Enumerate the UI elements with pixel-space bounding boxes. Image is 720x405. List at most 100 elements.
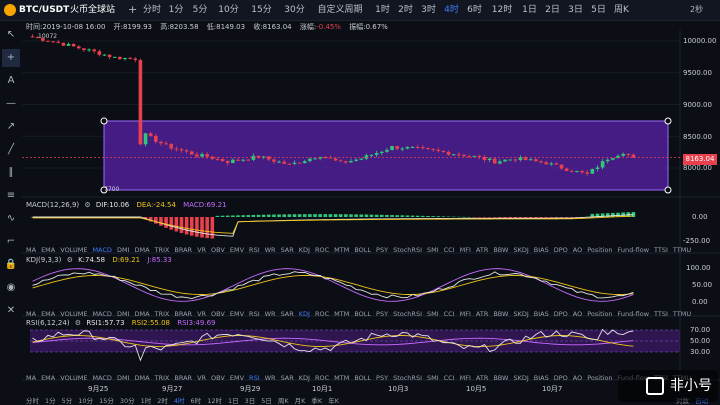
indicator-tab-roc[interactable]: ROC: [314, 246, 330, 254]
horizontal-line-icon[interactable]: —: [6, 98, 16, 109]
bottom-timeframe-9[interactable]: 6时: [190, 397, 202, 405]
indicator-tab-dmi[interactable]: DMI: [116, 374, 130, 382]
indicator-tab-bias[interactable]: BIAS: [533, 246, 549, 254]
ruler-icon[interactable]: ⌐: [6, 236, 16, 247]
indicator-tab-sar[interactable]: SAR: [280, 310, 294, 318]
right-label[interactable]: 2秒: [690, 5, 704, 14]
indicator-tab-dma[interactable]: DMA: [134, 374, 150, 382]
indicator-tab-ema[interactable]: EMA: [41, 310, 56, 318]
indicator-tab-macd[interactable]: MACD: [92, 310, 112, 318]
indicator-tab-psy[interactable]: PSY: [376, 310, 389, 318]
indicator-tab-dma[interactable]: DMA: [134, 246, 150, 254]
indicator-tab-ttsi[interactable]: TTSI: [654, 246, 668, 254]
indicator-tab-volume[interactable]: VOLUME: [60, 374, 88, 382]
symbol-label[interactable]: BTC/USDT: [19, 5, 70, 15]
indicator-tab-bbw[interactable]: BBW: [493, 246, 509, 254]
bottom-timeframe-17[interactable]: 年K: [328, 397, 339, 405]
indicator-tab-brar[interactable]: BRAR: [174, 310, 193, 318]
macd-settings-icon[interactable]: ⚙: [84, 201, 91, 209]
indicator-tab-smi[interactable]: SMI: [426, 374, 439, 382]
indicator-tab-dpo[interactable]: DPO: [553, 310, 568, 318]
bottom-timeframe-13[interactable]: 5日: [261, 397, 272, 405]
bottom-timeframe-2[interactable]: 5分: [61, 397, 73, 405]
bottom-timeframe-0[interactable]: 分时: [26, 397, 39, 405]
crosshair-icon[interactable]: +: [2, 49, 20, 67]
bottom-timeframe-4[interactable]: 15分: [99, 397, 114, 405]
indicator-tab-ma[interactable]: MA: [26, 374, 37, 382]
bottom-timeframe-8[interactable]: 4时: [173, 397, 185, 405]
indicator-tab-dmi[interactable]: DMI: [116, 246, 130, 254]
indicator-tab-obv[interactable]: OBV: [211, 374, 225, 382]
indicator-tab-skdj[interactable]: SKDJ: [513, 310, 529, 318]
indicator-tab-obv[interactable]: OBV: [211, 310, 225, 318]
indicator-tab-ma[interactable]: MA: [26, 246, 37, 254]
indicator-tab-skdj[interactable]: SKDJ: [513, 246, 529, 254]
indicator-tab-roc[interactable]: ROC: [314, 374, 330, 382]
indicator-tab-trix[interactable]: TRIX: [154, 374, 170, 382]
indicator-tab-brar[interactable]: BRAR: [174, 374, 193, 382]
indicator-tab-dma[interactable]: DMA: [134, 310, 150, 318]
indicator-tab-cci[interactable]: CCI: [443, 246, 455, 254]
indicator-tab-wr[interactable]: WR: [264, 374, 276, 382]
add-icon[interactable]: +: [128, 3, 138, 16]
indicator-tab-ma[interactable]: MA: [26, 310, 37, 318]
indicator-tab-rsi[interactable]: RSI: [249, 246, 260, 254]
indicator-tab-dmi[interactable]: DMI: [116, 310, 130, 318]
indicator-tab-volume[interactable]: VOLUME: [60, 246, 88, 254]
bottom-timeframe-7[interactable]: 2时: [157, 397, 168, 405]
indicator-tab-atr[interactable]: ATR: [475, 374, 489, 382]
indicator-tab-mfi[interactable]: MFI: [459, 310, 471, 318]
timeframe-1[interactable]: 1分: [168, 5, 184, 15]
trash-icon[interactable]: ✕: [6, 305, 16, 316]
timeframe-8[interactable]: 3时: [421, 5, 436, 15]
parallel-icon[interactable]: ∥: [8, 167, 14, 178]
indicator-tab-dpo[interactable]: DPO: [553, 374, 568, 382]
lock-icon[interactable]: 🔒: [4, 259, 18, 270]
timeframe-16[interactable]: 周K: [614, 5, 629, 15]
timeframe-12[interactable]: 1日: [522, 5, 537, 15]
indicator-tab-ttsi[interactable]: TTSI: [654, 310, 668, 318]
rsi-settings-icon[interactable]: ⚙: [74, 319, 82, 327]
timeframe-10[interactable]: 6时: [467, 5, 482, 15]
indicator-tab-rsi[interactable]: RSI: [249, 374, 260, 382]
indicator-tab-bbw[interactable]: BBW: [493, 310, 509, 318]
indicator-tab-mtm[interactable]: MTM: [334, 310, 350, 318]
indicator-tab-smi[interactable]: SMI: [426, 246, 439, 254]
bottom-timeframe-11[interactable]: 1日: [227, 397, 239, 405]
indicator-tab-dpo[interactable]: DPO: [553, 246, 568, 254]
timeframe-11[interactable]: 12时: [491, 5, 513, 15]
bottom-timeframe-15[interactable]: 月K: [294, 397, 306, 405]
indicator-tab-trix[interactable]: TRIX: [154, 246, 170, 254]
indicator-tab-stochrsi[interactable]: StochRSI: [393, 374, 422, 382]
indicator-tab-vr[interactable]: VR: [197, 310, 207, 318]
indicator-tab-sar[interactable]: SAR: [280, 246, 294, 254]
indicator-tab-ao[interactable]: AO: [572, 374, 583, 382]
indicator-tab-obv[interactable]: OBV: [211, 246, 225, 254]
indicator-tab-mtm[interactable]: MTM: [334, 246, 350, 254]
indicator-tab-kdj[interactable]: KDJ: [298, 246, 310, 254]
indicator-tab-roc[interactable]: ROC: [314, 310, 330, 318]
indicator-tab-mfi[interactable]: MFI: [459, 374, 471, 382]
indicator-tab-ao[interactable]: AO: [572, 246, 583, 254]
bottom-timeframe-16[interactable]: 季K: [311, 397, 323, 405]
indicator-tab-vr[interactable]: VR: [197, 374, 207, 382]
wave-icon[interactable]: ∿: [6, 213, 16, 224]
timeframe-6[interactable]: 1时: [375, 5, 390, 15]
indicator-tab-wr[interactable]: WR: [264, 246, 276, 254]
indicator-tab-macd[interactable]: MACD: [92, 246, 112, 254]
indicator-tab-position[interactable]: Position: [587, 310, 613, 318]
indicator-tab-stochrsi[interactable]: StochRSI: [393, 246, 422, 254]
indicator-tab-vr[interactable]: VR: [197, 246, 207, 254]
timeframe-14[interactable]: 3日: [568, 5, 583, 15]
fib-icon[interactable]: ≡: [6, 190, 16, 201]
indicator-tab-boll[interactable]: BOLL: [354, 246, 372, 254]
kdj-settings-icon[interactable]: ⚙: [66, 256, 73, 264]
chart-canvas[interactable]: 10072 7700: [22, 30, 720, 395]
indicator-tab-bias[interactable]: BIAS: [533, 374, 549, 382]
timeframe-7[interactable]: 2时: [398, 5, 413, 15]
bottom-timeframe-3[interactable]: 10分: [78, 397, 94, 405]
timeframe-9[interactable]: 4时: [444, 5, 459, 15]
timeframe-2[interactable]: 5分: [192, 5, 208, 15]
indicator-tab-skdj[interactable]: SKDJ: [513, 374, 529, 382]
indicator-tab-kdj[interactable]: KDJ: [298, 310, 310, 318]
